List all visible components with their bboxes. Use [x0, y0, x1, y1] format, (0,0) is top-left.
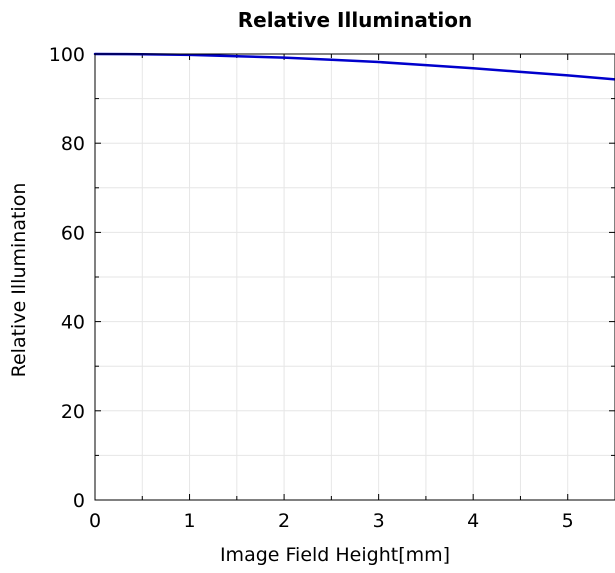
- y-tick-label: 100: [49, 44, 85, 66]
- plot-frame: [94, 53, 615, 501]
- chart-title: Relative Illumination: [238, 8, 473, 32]
- y-tick-label: 60: [61, 222, 85, 244]
- x-tick-label: 0: [89, 510, 101, 532]
- x-tick-label: 3: [373, 510, 385, 532]
- y-tick-label: 0: [73, 490, 85, 512]
- tick-labels-layer: 0 1 2 3 4 5 0 20 40 60 80 100: [49, 44, 574, 532]
- y-tick-label: 40: [61, 312, 85, 334]
- x-tick-label: 4: [467, 510, 479, 532]
- y-tick-label: 20: [61, 401, 85, 423]
- x-tick-label: 2: [278, 510, 290, 532]
- x-tick-label: 5: [562, 510, 574, 532]
- series-line-0: [93, 52, 615, 81]
- y-axis-label: Relative Illumination: [8, 183, 30, 378]
- series-layer: [93, 52, 615, 81]
- x-axis-label: Image Field Height[mm]: [220, 544, 450, 566]
- x-tick-label: 1: [183, 510, 195, 532]
- grid-layer: [95, 54, 615, 500]
- y-tick-label: 80: [61, 133, 85, 155]
